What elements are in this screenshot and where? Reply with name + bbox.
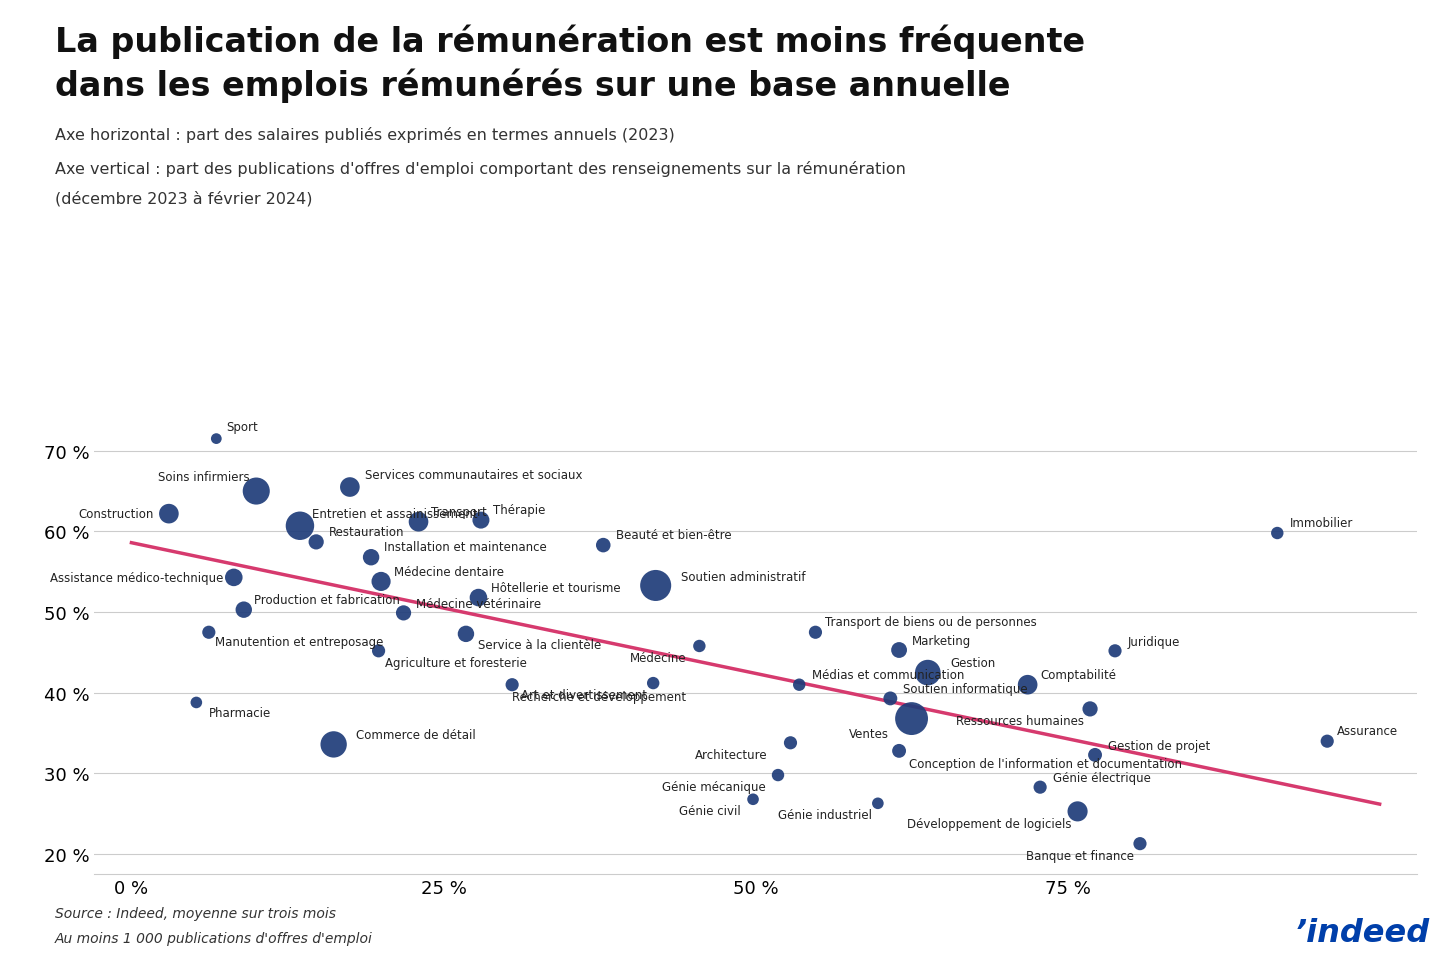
Point: [1079, 701, 1102, 717]
Point: [185, 695, 208, 710]
Text: Ressources humaines: Ressources humaines: [956, 714, 1084, 727]
Text: Au moins 1 000 publications d'offres d'emploi: Au moins 1 000 publications d'offres d'e…: [55, 931, 373, 945]
Text: Génie mécanique: Génie mécanique: [662, 780, 765, 793]
Point: [917, 665, 940, 681]
Point: [288, 519, 311, 534]
Point: [360, 550, 383, 566]
Text: Juridique: Juridique: [1128, 635, 1180, 648]
Point: [804, 625, 827, 641]
Point: [1316, 734, 1339, 749]
Text: Médecine: Médecine: [630, 651, 687, 664]
Text: Comptabilité: Comptabilité: [1040, 669, 1116, 682]
Text: Agriculture et foresterie: Agriculture et foresterie: [385, 656, 526, 669]
Text: Construction: Construction: [78, 508, 153, 521]
Text: Assurance: Assurance: [1338, 724, 1398, 738]
Point: [688, 639, 711, 655]
Point: [367, 643, 390, 658]
Text: (décembre 2023 à février 2024): (décembre 2023 à février 2024): [55, 191, 312, 206]
Text: Entretien et assainissement: Entretien et assainissement: [312, 508, 479, 521]
Point: [158, 506, 181, 522]
Text: Soutien informatique: Soutien informatique: [902, 683, 1028, 696]
Text: Recherche et développement: Recherche et développement: [512, 690, 687, 702]
Text: Génie électrique: Génie électrique: [1053, 771, 1151, 785]
Point: [879, 691, 902, 706]
Point: [643, 578, 667, 594]
Text: ’indeed: ’indeed: [1294, 916, 1429, 948]
Point: [1103, 643, 1126, 658]
Point: [888, 643, 911, 658]
Point: [779, 736, 803, 751]
Point: [338, 480, 362, 495]
Text: Médecine vétérinaire: Médecine vétérinaire: [416, 597, 541, 610]
Text: Transport: Transport: [431, 505, 487, 518]
Text: Commerce de détail: Commerce de détail: [356, 729, 476, 742]
Text: Ventes: Ventes: [849, 727, 889, 740]
Text: Thérapie: Thérapie: [493, 503, 545, 517]
Text: La publication de la rémunération est moins fréquente: La publication de la rémunération est mo…: [55, 24, 1084, 59]
Text: Gestion: Gestion: [950, 657, 995, 669]
Text: Sport: Sport: [227, 420, 257, 434]
Point: [322, 737, 346, 752]
Text: Source : Indeed, moyenne sur trois mois: Source : Indeed, moyenne sur trois mois: [55, 907, 335, 920]
Text: Soutien administratif: Soutien administratif: [681, 571, 805, 583]
Text: Conception de l'information et documentation: Conception de l'information et documenta…: [910, 757, 1181, 770]
Point: [244, 484, 268, 499]
Text: Immobilier: Immobilier: [1290, 517, 1353, 530]
Text: Génie civil: Génie civil: [678, 804, 740, 818]
Text: Architecture: Architecture: [696, 748, 768, 762]
Text: Transport de biens ou de personnes: Transport de biens ou de personnes: [826, 616, 1037, 628]
Point: [899, 711, 923, 727]
Text: Services communautaires et sociaux: Services communautaires et sociaux: [364, 469, 583, 482]
Text: Médecine dentaire: Médecine dentaire: [393, 566, 503, 578]
Text: Service à la clientèle: Service à la clientèle: [479, 638, 602, 652]
Point: [223, 570, 246, 585]
Point: [197, 625, 220, 641]
Text: Axe vertical : part des publications d'offres d'emploi comportant des renseignem: Axe vertical : part des publications d'o…: [55, 161, 905, 177]
Point: [742, 791, 765, 807]
Text: Production et fabrication: Production et fabrication: [253, 593, 399, 606]
Point: [470, 513, 493, 529]
Point: [406, 514, 429, 530]
Point: [1028, 780, 1051, 795]
Text: Restauration: Restauration: [328, 526, 403, 538]
Text: Soins infirmiers: Soins infirmiers: [159, 471, 250, 484]
Point: [1265, 526, 1288, 541]
Point: [454, 626, 477, 642]
Point: [1083, 747, 1106, 763]
Text: Art et divertissement: Art et divertissement: [521, 688, 646, 701]
Text: Pharmacie: Pharmacie: [208, 706, 270, 720]
Point: [1066, 804, 1089, 820]
Text: Génie industriel: Génie industriel: [778, 808, 872, 822]
Point: [1128, 836, 1151, 852]
Text: Marketing: Marketing: [911, 634, 970, 647]
Text: Développement de logiciels: Développement de logiciels: [907, 817, 1071, 830]
Text: Assistance médico-technique: Assistance médico-technique: [51, 572, 224, 584]
Text: Médias et communication: Médias et communication: [811, 669, 964, 682]
Text: Installation et maintenance: Installation et maintenance: [383, 540, 547, 554]
Point: [500, 677, 523, 693]
Point: [305, 534, 328, 550]
Point: [866, 795, 889, 811]
Point: [788, 677, 811, 693]
Text: Manutention et entreposage: Manutention et entreposage: [215, 635, 383, 648]
Point: [591, 537, 615, 553]
Text: Banque et finance: Banque et finance: [1025, 849, 1134, 863]
Point: [370, 574, 393, 590]
Point: [205, 432, 228, 447]
Point: [1017, 677, 1040, 693]
Point: [467, 590, 490, 606]
Text: Beauté et bien-être: Beauté et bien-être: [616, 529, 732, 541]
Text: Axe horizontal : part des salaires publiés exprimés en termes annuels (2023): Axe horizontal : part des salaires publi…: [55, 127, 675, 143]
Text: dans les emplois rémunérés sur une base annuelle: dans les emplois rémunérés sur une base …: [55, 68, 1011, 103]
Point: [766, 768, 790, 784]
Text: Gestion de projet: Gestion de projet: [1108, 739, 1210, 752]
Point: [888, 743, 911, 759]
Text: Hôtellerie et tourisme: Hôtellerie et tourisme: [492, 581, 620, 595]
Point: [392, 606, 415, 621]
Point: [642, 675, 665, 691]
Point: [233, 602, 256, 617]
